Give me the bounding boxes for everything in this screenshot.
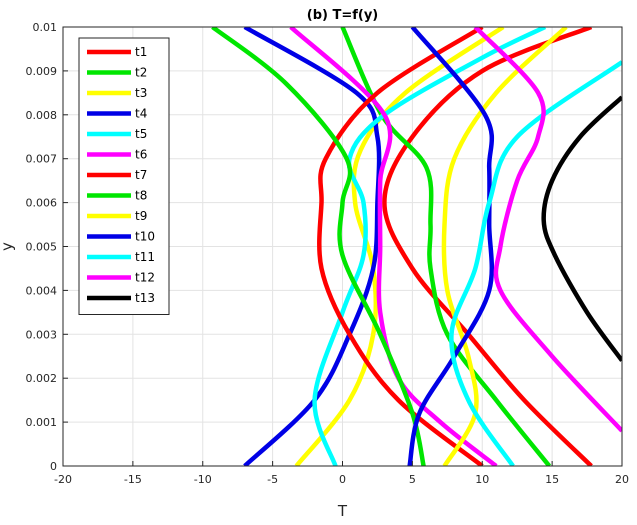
- legend-label-t5: t5: [135, 127, 147, 141]
- x-tick-label: -5: [267, 473, 278, 486]
- legend-label-t8: t8: [135, 189, 147, 203]
- chart-title: (b) T=f(y): [307, 8, 379, 23]
- x-tick-label: -10: [194, 473, 212, 486]
- legend-label-t1: t1: [135, 45, 147, 59]
- legend-label-t10: t10: [135, 230, 155, 244]
- y-tick-label: 0.006: [26, 197, 58, 210]
- y-tick-label: 0.004: [26, 284, 58, 297]
- series-line-t5: [312, 27, 547, 466]
- y-tick-label: 0.009: [26, 65, 58, 78]
- legend-label-t12: t12: [135, 271, 155, 285]
- series-line-t6: [289, 27, 498, 466]
- x-tick-label: 15: [545, 473, 559, 486]
- y-tick-label: 0.001: [26, 416, 58, 429]
- legend-label-t4: t4: [135, 107, 147, 121]
- series-line-t13: [541, 95, 622, 362]
- x-tick-label: 5: [409, 473, 416, 486]
- y-tick-label: 0.005: [26, 241, 58, 254]
- series-line-t10: [407, 27, 495, 466]
- series-group: [211, 27, 622, 466]
- tick-group: -20 -15 -10 -5 0 5 10 15 20 0 0.001 0.002 0.003 0.004…: [26, 21, 630, 486]
- series-line-t12: [473, 27, 622, 433]
- legend-label-t2: t2: [135, 66, 147, 80]
- legend-label-t11: t11: [135, 250, 155, 264]
- x-tick-label: -20: [54, 473, 72, 486]
- series-line-t1: [382, 27, 593, 466]
- x-tick-label: 0: [339, 473, 346, 486]
- series-line-t11: [449, 60, 622, 466]
- y-tick-label: 0.008: [26, 109, 58, 122]
- y-tick-label: 0.01: [33, 21, 58, 34]
- x-axis-title: T: [337, 502, 348, 520]
- y-axis-title: y: [0, 242, 16, 251]
- x-tick-label: 20: [615, 473, 629, 486]
- series-line-t9: [441, 27, 568, 466]
- legend-label-t9: t9: [135, 209, 147, 223]
- legend-label-t7: t7: [135, 168, 147, 182]
- legend-label-t6: t6: [135, 148, 147, 162]
- y-tick-label: 0.007: [26, 153, 58, 166]
- series-line-t8: [211, 27, 426, 466]
- legend-label-t3: t3: [135, 86, 147, 100]
- series-lines: [211, 27, 622, 466]
- x-tick-label: 10: [475, 473, 489, 486]
- legend-label-t13: t13: [135, 291, 155, 305]
- y-tick-label: 0.003: [26, 328, 58, 341]
- y-tick-label: 0: [50, 460, 57, 473]
- x-tick-label: -15: [124, 473, 142, 486]
- series-line-t7: [317, 27, 484, 466]
- legend: t1 t2 t3 t4 t5 t6 t7 t8 t9 t10 t11 t12 t13: [78, 37, 170, 315]
- y-tick-label: 0.002: [26, 372, 58, 385]
